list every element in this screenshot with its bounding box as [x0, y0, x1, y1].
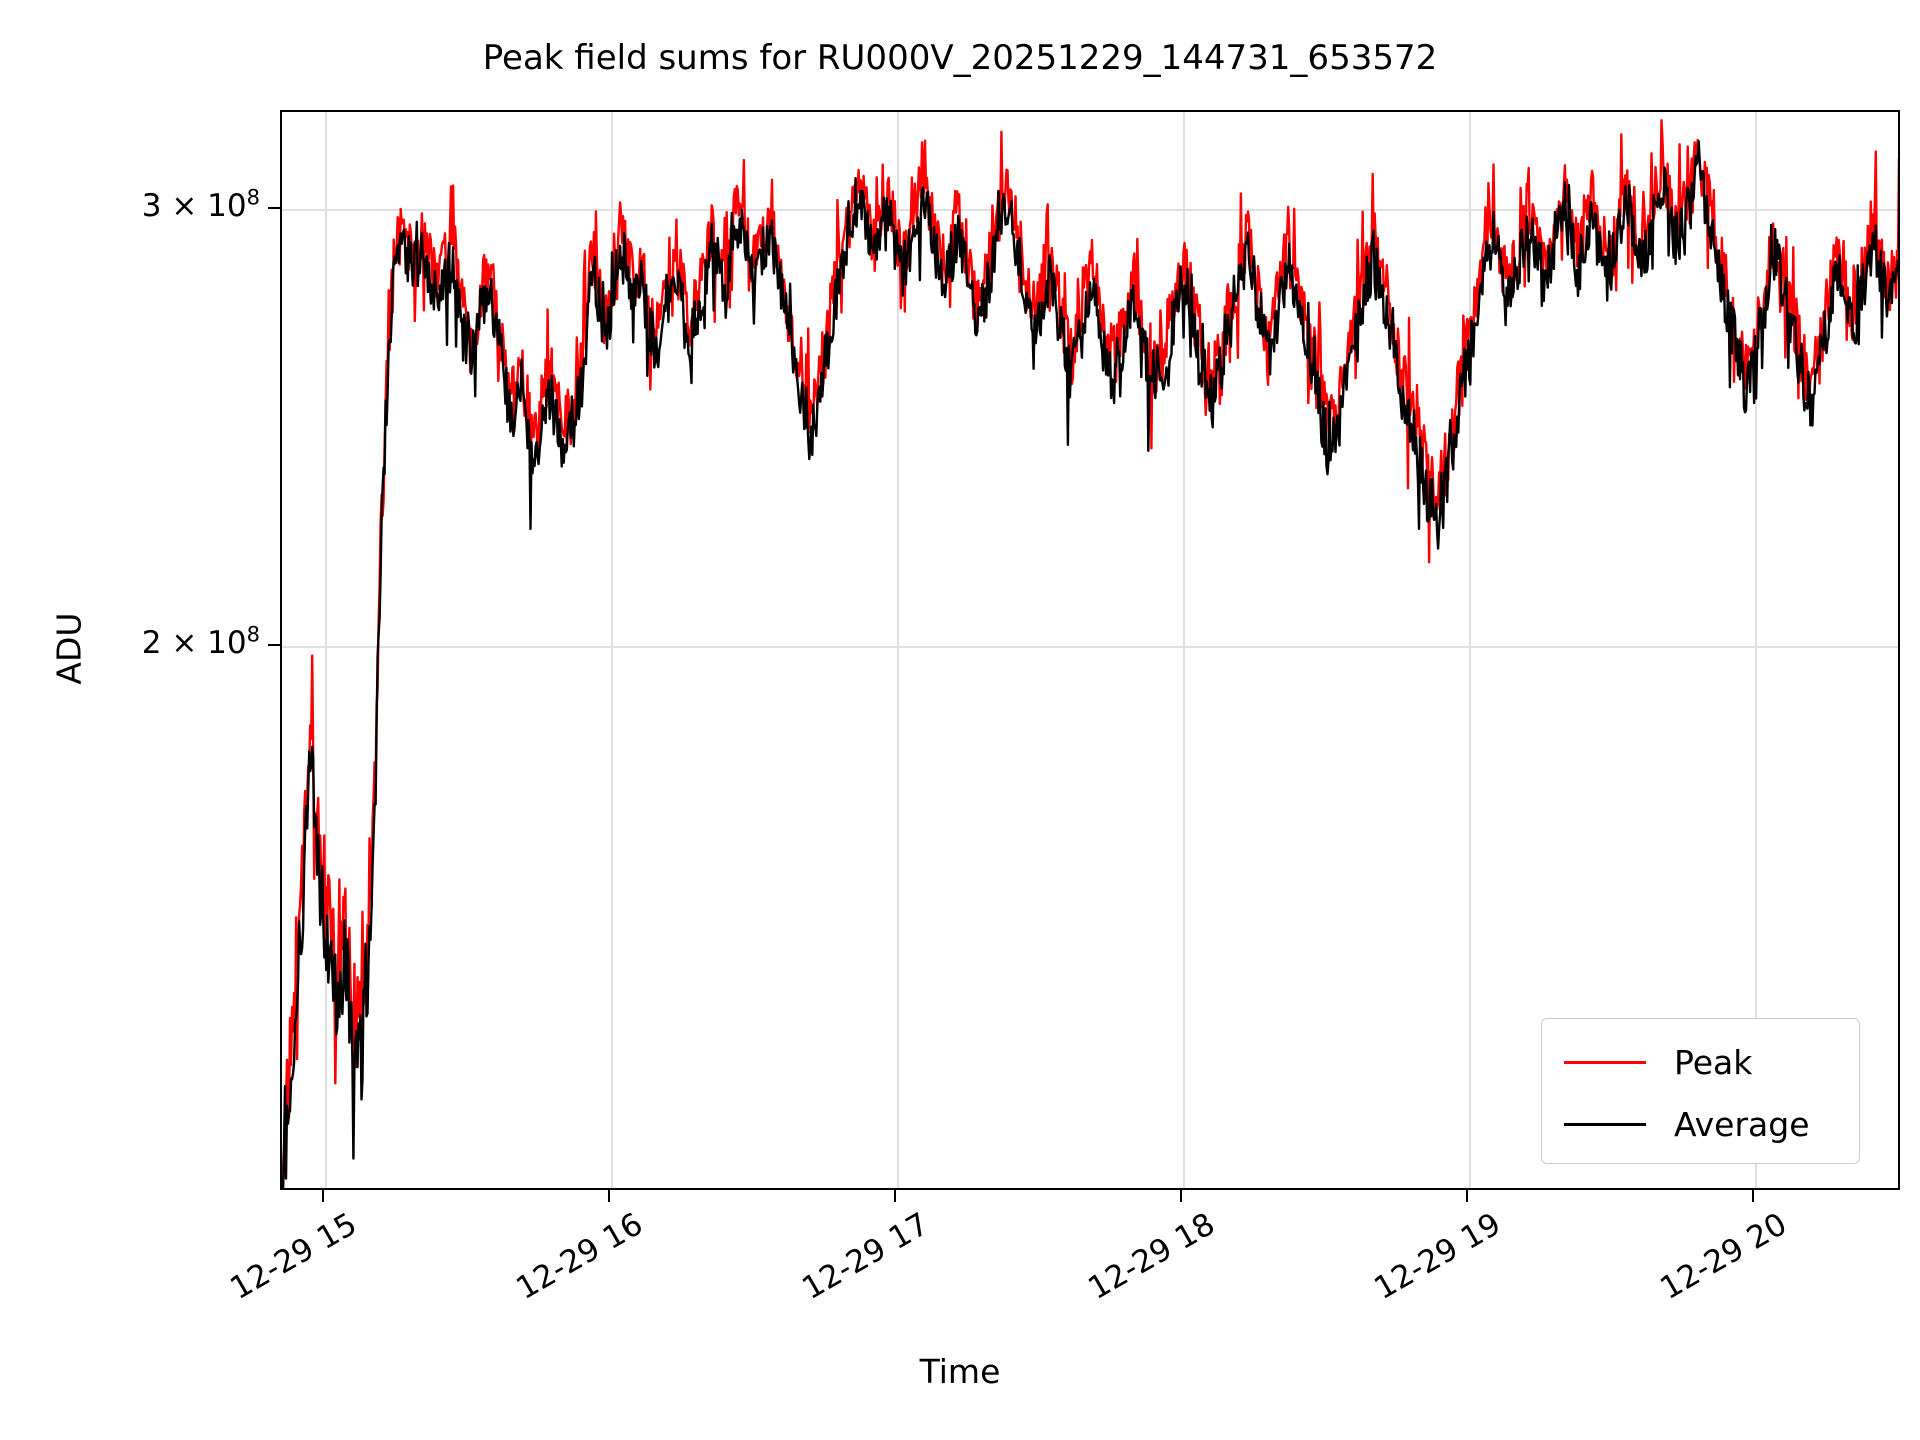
gridline-horizontal-2e8 [282, 646, 1898, 648]
legend-label-average: Average [1674, 1104, 1810, 1144]
y-tick-label-2e8: 2 × 108 [141, 622, 260, 661]
legend-label-peak: Peak [1674, 1042, 1753, 1082]
y-tick-label-3e8: 3 × 108 [141, 185, 260, 224]
x-tick-mark-5 [1752, 1190, 1755, 1202]
chart-legend[interactable]: Peak Average [1541, 1018, 1860, 1164]
gridline-vertical-5 [1755, 112, 1757, 1188]
y-tick-mark-3e8 [268, 207, 280, 210]
x-tick-mark-0 [322, 1190, 325, 1202]
series-line-peak [282, 119, 1898, 1188]
legend-swatch-average [1564, 1122, 1646, 1126]
x-tick-mark-1 [608, 1190, 611, 1202]
legend-item-average[interactable]: Average [1542, 1095, 1859, 1153]
x-axis-label: Time [919, 1352, 1001, 1391]
x-tick-mark-3 [1180, 1190, 1183, 1202]
series-line-average [282, 140, 1898, 1188]
x-tick-mark-2 [894, 1190, 897, 1202]
gridline-vertical-2 [897, 112, 899, 1188]
gridline-vertical-4 [1469, 112, 1471, 1188]
gridline-horizontal-3e8 [282, 209, 1898, 211]
gridline-vertical-3 [1183, 112, 1185, 1188]
y-tick-mark-2e8 [268, 644, 280, 647]
gridline-vertical-0 [325, 112, 327, 1188]
y-axis-label: ADU [49, 612, 89, 685]
x-tick-mark-4 [1466, 1190, 1469, 1202]
legend-item-peak[interactable]: Peak [1542, 1033, 1859, 1091]
chart-title: Peak field sums for RU000V_20251229_1447… [482, 38, 1438, 78]
gridline-vertical-1 [611, 112, 613, 1188]
series-lines [282, 119, 1898, 1188]
legend-swatch-peak [1564, 1060, 1646, 1064]
plot-area [280, 110, 1900, 1190]
